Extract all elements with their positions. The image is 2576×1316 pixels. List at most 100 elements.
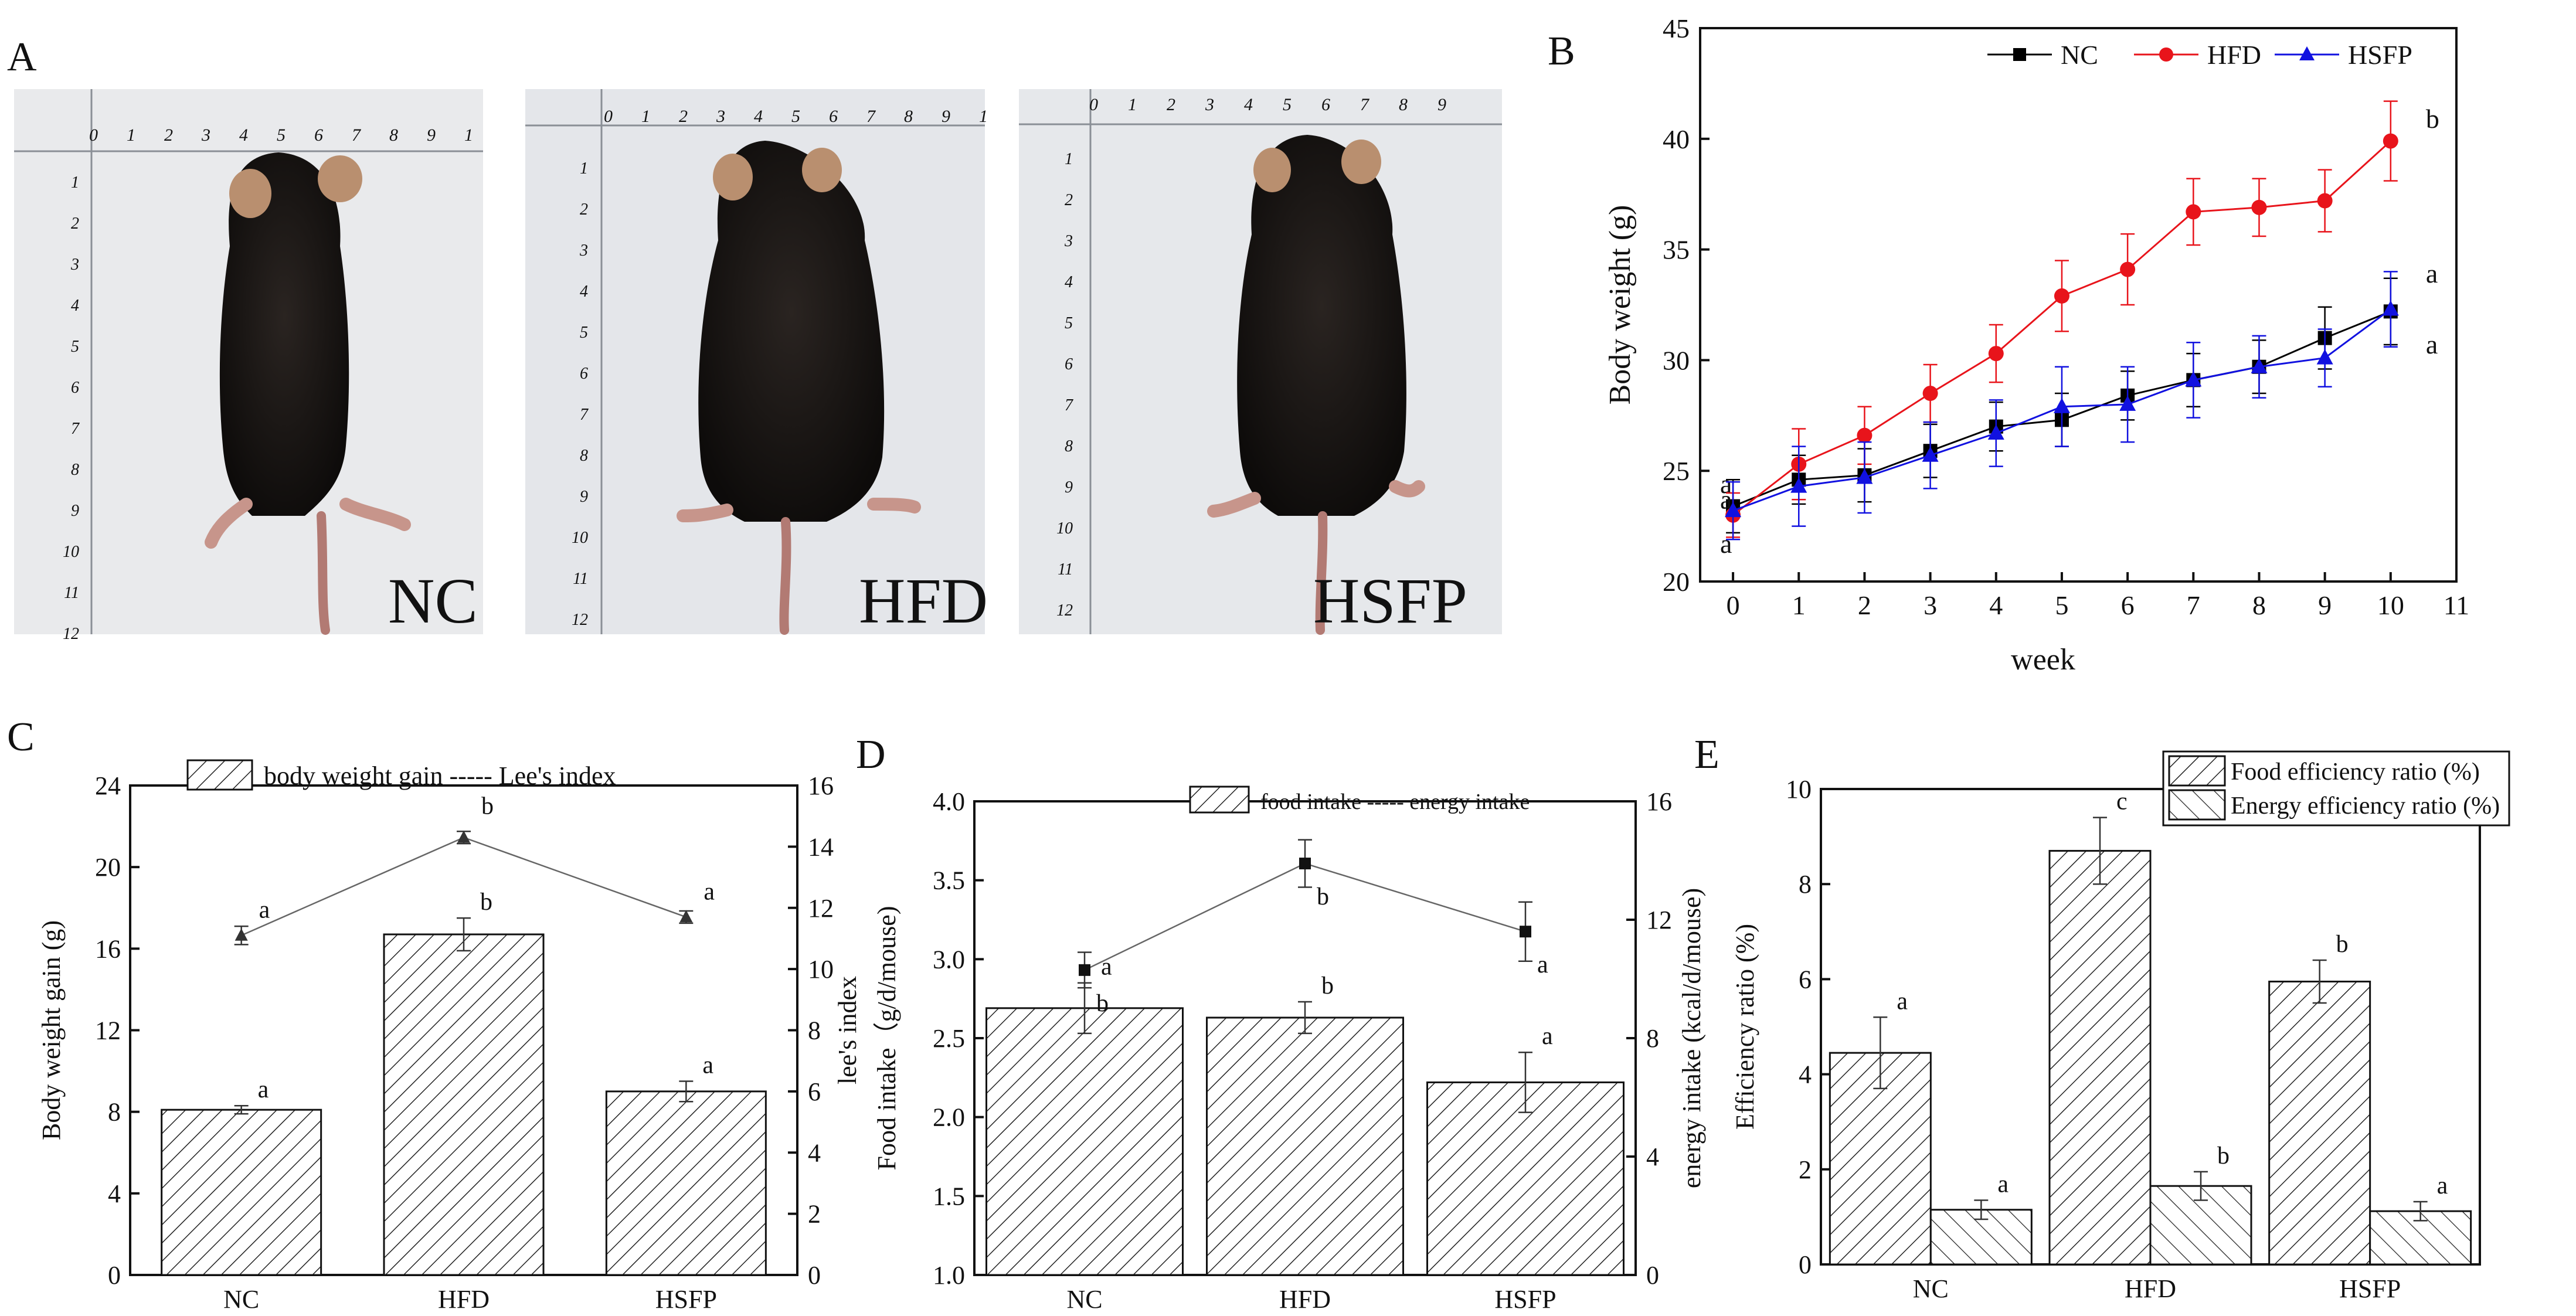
x-tick-label: NC bbox=[223, 1285, 259, 1314]
bar bbox=[605, 1090, 767, 1276]
ruler-number: 1 bbox=[979, 107, 988, 126]
legend-swatch bbox=[1189, 785, 1250, 814]
y2-tick-label: 8 bbox=[1646, 1024, 1659, 1053]
legend-label: body weight gain ----- Lee's index bbox=[264, 761, 616, 790]
data-point bbox=[2186, 204, 2201, 220]
data-point bbox=[1079, 964, 1090, 976]
x-tick-label: HFD bbox=[1279, 1285, 1331, 1314]
x-tick-label: 4 bbox=[1989, 590, 2003, 620]
data-point bbox=[1520, 926, 1531, 938]
panel-letter-a: A bbox=[7, 35, 37, 80]
data-point bbox=[1922, 446, 1939, 462]
ruler-number: 2 bbox=[71, 215, 79, 233]
photo-label: HSFP bbox=[1313, 565, 1467, 637]
legend-label: HFD bbox=[2207, 40, 2261, 70]
ruler-number: 1 bbox=[580, 159, 588, 178]
significance-label: a bbox=[258, 1076, 269, 1103]
ruler-number: 11 bbox=[64, 584, 79, 602]
ruler-number: 9 bbox=[427, 125, 436, 145]
ruler-number: 7 bbox=[866, 107, 876, 126]
ruler-number: 2 bbox=[164, 125, 173, 145]
x-tick-label: 5 bbox=[2055, 590, 2068, 620]
y-tick-label: 16 bbox=[95, 934, 121, 963]
y2-tick-label: 12 bbox=[1646, 906, 1672, 934]
ruler-number: 2 bbox=[1065, 191, 1073, 209]
ruler-number: 3 bbox=[1064, 232, 1073, 250]
y2-tick-label: 8 bbox=[808, 1016, 821, 1045]
data-point bbox=[1922, 386, 1938, 402]
y-tick-label: 25 bbox=[1663, 456, 1690, 486]
data-point bbox=[457, 830, 470, 843]
y2-tick-label: 2 bbox=[808, 1200, 821, 1229]
panel-letter-c: C bbox=[7, 715, 35, 760]
chart-d-food-intake: 1.0 1.5 2.0 2.5 3.0 3.5 4.0 Food intake（g/d/mou… bbox=[872, 785, 1706, 1314]
significance-label: a bbox=[1897, 988, 1908, 1015]
bar bbox=[161, 1108, 322, 1276]
significance-label: a bbox=[1537, 951, 1548, 978]
ruler-number: 2 bbox=[679, 107, 688, 126]
y-tick-label: 12 bbox=[95, 1016, 121, 1045]
y-tick-label: 4 bbox=[1799, 1060, 1812, 1089]
ruler-top: 0 1 2 3 4 5 6 7 8 9 1 bbox=[89, 125, 473, 145]
photo-label: HFD bbox=[859, 565, 988, 637]
significance-label: a bbox=[2437, 1172, 2448, 1199]
bar bbox=[2149, 1185, 2252, 1266]
significance-label: b bbox=[1317, 883, 1329, 910]
y2-tick-label: 12 bbox=[808, 894, 834, 923]
bar-series: a c b bbox=[1829, 788, 2371, 1266]
significance-label: b bbox=[1096, 990, 1109, 1017]
y-tick-label: 3.0 bbox=[933, 945, 965, 974]
significance-label: b bbox=[2336, 931, 2349, 958]
ruler-number: 3 bbox=[201, 125, 210, 145]
ruler-number: 8 bbox=[904, 107, 913, 126]
legend-marker bbox=[2013, 48, 2026, 61]
data-point bbox=[2251, 199, 2267, 215]
ruler-number: 8 bbox=[580, 447, 588, 465]
ruler-top: 0 1 2 3 4 5 6 7 8 9 1 bbox=[604, 107, 988, 126]
bar bbox=[985, 1007, 1184, 1276]
significance-label: a bbox=[704, 878, 715, 905]
ruler-number: 5 bbox=[71, 338, 79, 356]
y-tick-label: 20 bbox=[1663, 567, 1690, 597]
ruler-number: 4 bbox=[71, 297, 79, 315]
significance-label: a bbox=[2426, 259, 2438, 288]
ruler-number: 1 bbox=[127, 125, 135, 145]
significance-label: b bbox=[2426, 104, 2439, 134]
data-point bbox=[2119, 395, 2136, 411]
data-point bbox=[2120, 261, 2136, 277]
y-tick-label: 3.5 bbox=[933, 866, 965, 895]
data-point bbox=[1725, 502, 1742, 518]
significance-label: a bbox=[1542, 1023, 1553, 1050]
legend-label: Energy efficiency ratio (%) bbox=[2231, 793, 2500, 819]
ruler-number: 8 bbox=[1065, 437, 1073, 455]
y2-tick-label: 4 bbox=[1646, 1142, 1659, 1171]
panel-letter-b: B bbox=[1548, 29, 1575, 74]
ruler-number: 3 bbox=[1205, 95, 1214, 114]
ruler-number: 1 bbox=[1128, 95, 1137, 114]
y-tick-label: 2 bbox=[1799, 1155, 1812, 1184]
x-tick-label: HSFP bbox=[2339, 1274, 2401, 1303]
ruler-number: 9 bbox=[1437, 95, 1446, 114]
ruler-number: 1 bbox=[641, 107, 650, 126]
y-tick-label: 2.5 bbox=[933, 1024, 965, 1053]
x-tick-label: 6 bbox=[2121, 590, 2135, 620]
ruler-number: 7 bbox=[1360, 95, 1370, 114]
y-tick-label: 10 bbox=[1786, 775, 1812, 804]
legend: food intake ----- energy intake bbox=[1189, 785, 1530, 814]
ruler-number: 5 bbox=[580, 324, 588, 342]
data-point bbox=[2251, 358, 2268, 373]
y2-tick-label: 0 bbox=[808, 1261, 821, 1290]
ruler-number: 4 bbox=[1065, 273, 1073, 291]
ruler-number: 5 bbox=[1065, 314, 1073, 332]
series-hfd: ab bbox=[1720, 100, 2439, 538]
photo-label: NC bbox=[388, 565, 478, 637]
significance-label: a bbox=[1997, 1171, 2009, 1198]
bar bbox=[1426, 1081, 1625, 1276]
x-tick-label: NC bbox=[1913, 1274, 1949, 1303]
